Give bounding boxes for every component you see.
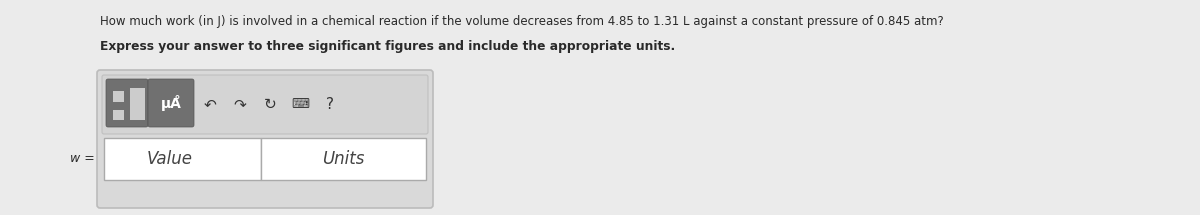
Text: How much work (in J) is involved in a chemical reaction if the volume decreases : How much work (in J) is involved in a ch… (100, 15, 943, 28)
Text: ⌨: ⌨ (292, 98, 310, 111)
Text: Units: Units (323, 150, 365, 168)
Text: ↻: ↻ (264, 97, 276, 112)
Text: ↷: ↷ (234, 97, 246, 112)
Bar (113, 91, 124, 102)
Text: ?: ? (326, 97, 334, 112)
Text: Value: Value (146, 150, 193, 168)
FancyBboxPatch shape (148, 79, 194, 127)
FancyBboxPatch shape (97, 70, 433, 208)
Bar (130, 88, 145, 120)
Text: ↶: ↶ (204, 97, 216, 112)
Bar (113, 110, 124, 120)
Text: μÅ: μÅ (161, 95, 181, 111)
Bar (262, 138, 426, 180)
FancyBboxPatch shape (106, 79, 148, 127)
Bar (104, 138, 262, 180)
Text: Express your answer to three significant figures and include the appropriate uni: Express your answer to three significant… (100, 40, 676, 53)
FancyBboxPatch shape (102, 75, 428, 134)
Text: w =: w = (71, 152, 95, 166)
